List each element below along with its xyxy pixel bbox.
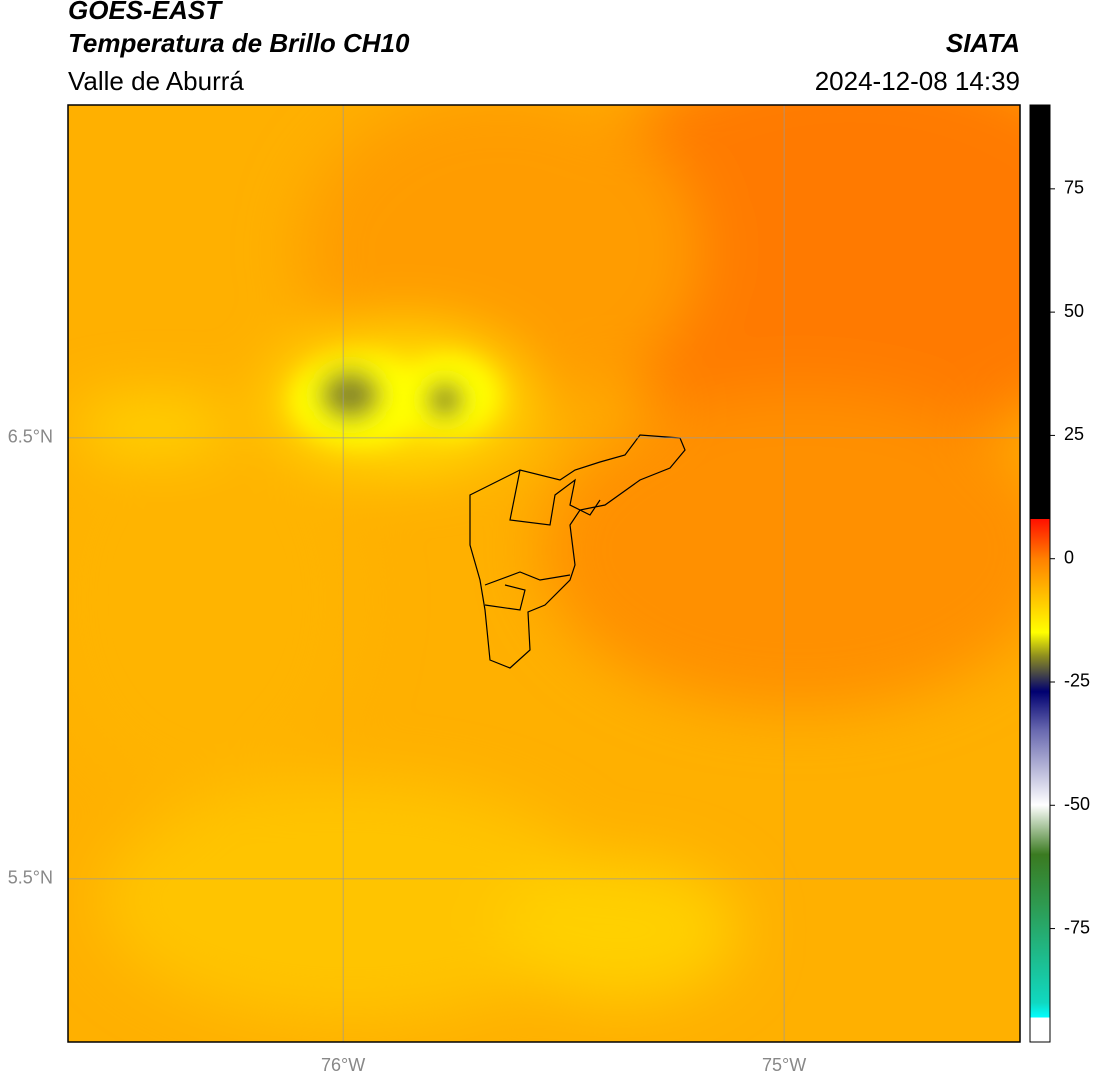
colorbar [1029,104,1051,1043]
region: Valle de Aburrá [68,66,244,96]
timestamp: 2024-12-08 14:39 [815,66,1020,96]
x-tick-label: 75°W [762,1055,806,1075]
subtitle: Temperatura de Brillo CH10 [68,28,410,58]
x-tick-label: 76°W [321,1055,365,1075]
colorbar-tick-label: 0 [1064,547,1074,567]
colorbar-tick-label: -50 [1064,794,1090,814]
satellite-image [68,105,1020,1042]
title: GOES-EAST [68,0,223,25]
y-tick-label: 5.5°N [8,868,53,888]
colorbar-tick-label: -25 [1064,671,1090,691]
colorbar-tick-label: 25 [1064,424,1084,444]
map-frame [67,104,1021,1043]
colorbar-tick-label: 50 [1064,301,1084,321]
colorbar-tick-label: 75 [1064,178,1084,198]
gridlines [68,105,1020,1042]
valley-boundary [469,434,686,669]
colorbar-tick-label: -75 [1064,917,1090,937]
source: SIATA [946,28,1020,58]
y-tick-label: 6.5°N [8,427,53,447]
